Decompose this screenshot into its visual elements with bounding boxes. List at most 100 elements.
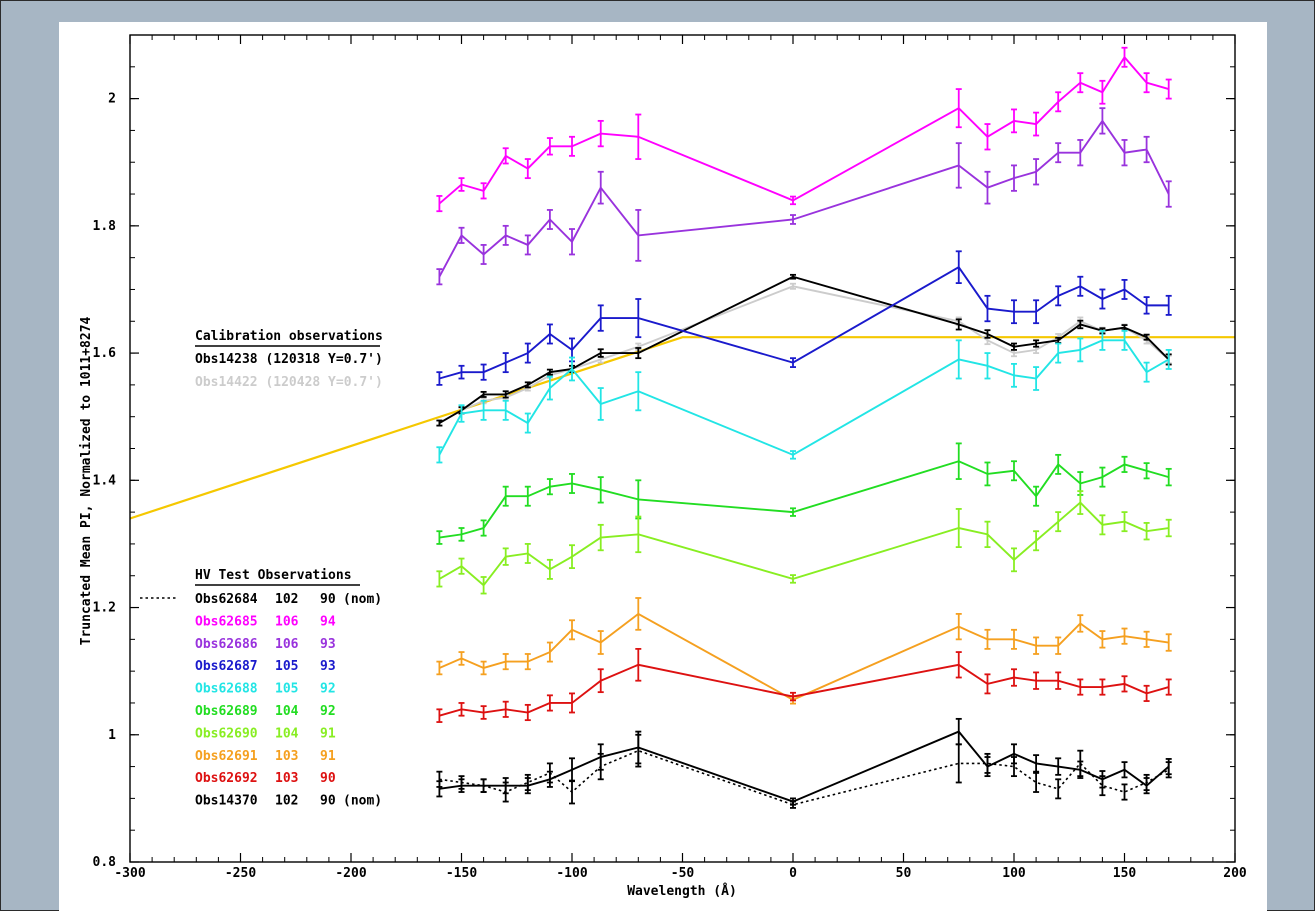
data-point (1165, 294, 1172, 316)
data-point (480, 399, 487, 421)
series-line (438, 339, 1170, 456)
series-line (438, 501, 1169, 587)
x-tick-label: 0 (789, 866, 797, 881)
hv-legend-value-b: 92 (320, 704, 336, 719)
data-point (502, 390, 509, 399)
data-point (1033, 158, 1040, 186)
data-point (480, 244, 487, 265)
x-tick-label: -50 (671, 866, 695, 881)
data-point (955, 442, 962, 480)
data-point (546, 558, 553, 580)
data-point (1143, 522, 1150, 541)
data-point (1143, 333, 1150, 341)
y-tick-label: 1.2 (93, 601, 116, 616)
data-point (1099, 678, 1106, 696)
data-point (1121, 627, 1128, 645)
data-point (524, 158, 531, 180)
data-point (436, 570, 443, 588)
data-point (502, 352, 509, 374)
data-point (1099, 288, 1106, 310)
data-point (1099, 770, 1106, 789)
data-point (955, 651, 962, 679)
data-point (1055, 91, 1062, 113)
series-obs62688 (436, 329, 1172, 464)
x-tick-label: -300 (114, 866, 145, 881)
data-point (480, 363, 487, 381)
data-point (1165, 180, 1172, 208)
data-point (790, 282, 796, 290)
y-tick-label: 1.8 (93, 219, 117, 234)
series-obs14370 (436, 717, 1172, 806)
data-point (458, 226, 465, 244)
hv-legend-nom: (nom) (343, 794, 382, 809)
data-point (480, 705, 487, 720)
data-point (546, 368, 553, 376)
hv-legend-heading: HV Test Observations (195, 568, 352, 583)
data-point (1165, 78, 1172, 100)
data-point (955, 717, 962, 746)
data-point (502, 547, 509, 566)
hv-legend-row: Obs62690 104 91 (195, 726, 336, 741)
plot-area (130, 46, 1235, 809)
data-point (458, 404, 465, 423)
hv-legend-obs: Obs62688 (195, 682, 258, 697)
data-point (790, 273, 796, 280)
y-tick-label: 0.8 (93, 855, 117, 870)
data-point (502, 777, 509, 795)
data-point (546, 770, 553, 788)
data-point (480, 576, 487, 595)
hv-legend-obs: Obs62690 (195, 726, 258, 741)
data-point (1077, 72, 1084, 94)
data-point (1011, 628, 1017, 650)
series-line (439, 612, 1169, 701)
data-point (546, 209, 553, 230)
data-point (1055, 778, 1062, 800)
data-point (436, 419, 443, 427)
data-point (436, 446, 443, 464)
data-point (1099, 630, 1106, 649)
data-point (1033, 299, 1040, 325)
series-obs62690 (436, 490, 1172, 595)
data-point (436, 708, 443, 723)
data-point (1055, 142, 1062, 164)
hv-legend-obs: Obs62687 (195, 659, 258, 674)
hv-legend-row: Obs62689 104 92 (195, 704, 336, 719)
data-point (1143, 684, 1150, 702)
y-tick-label: 1.6 (93, 346, 117, 361)
data-point (502, 224, 509, 246)
data-point (790, 507, 796, 517)
hv-legend-value-b: 90 (320, 794, 336, 809)
hv-legend-value-b: 91 (320, 749, 336, 764)
data-point (458, 364, 465, 380)
data-point (569, 135, 575, 157)
data-point (1055, 285, 1062, 307)
data-point (546, 375, 553, 401)
data-point (984, 461, 991, 487)
data-point (524, 412, 531, 434)
hv-legend-row: Obs62684 102 90 (nom) (195, 592, 382, 607)
data-point (1143, 462, 1150, 480)
data-point (1143, 630, 1150, 648)
series-obs62689 (436, 442, 1172, 545)
data-point (546, 478, 553, 496)
series-obs62686 (436, 107, 1172, 286)
data-point (569, 692, 575, 714)
data-point (436, 195, 443, 213)
data-point (524, 653, 531, 671)
x-tick-label: -150 (446, 866, 477, 881)
data-point (436, 268, 443, 286)
data-point (436, 660, 443, 676)
data-point (790, 214, 796, 225)
data-point (1165, 467, 1172, 487)
y-tick-label: 1 (108, 728, 116, 743)
data-point (1099, 514, 1106, 536)
data-point (1055, 757, 1062, 776)
hv-legend-value-a: 105 (275, 659, 298, 674)
data-point (597, 476, 604, 504)
data-point (984, 170, 991, 205)
data-point (1165, 758, 1172, 776)
data-point (1077, 760, 1084, 779)
data-point (1055, 342, 1062, 364)
hv-legend-obs: Obs62692 (195, 771, 258, 786)
